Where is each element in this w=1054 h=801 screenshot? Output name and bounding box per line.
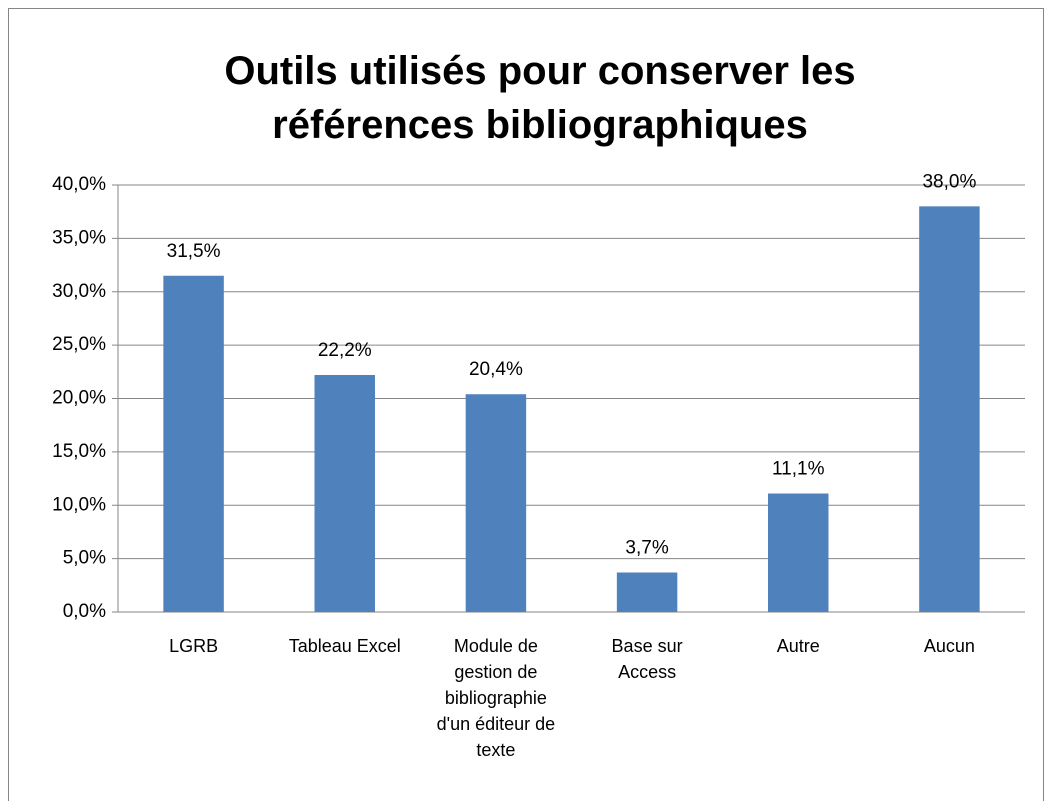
- bar: [465, 394, 527, 612]
- data-label: 22,2%: [318, 340, 372, 361]
- x-tick-label: LGRB: [169, 636, 219, 656]
- y-tick-label: 5,0%: [63, 548, 106, 569]
- data-label: 31,5%: [167, 241, 221, 262]
- y-tick-label: 0,0%: [63, 601, 106, 622]
- data-label: 20,4%: [469, 359, 523, 380]
- data-label: 11,1%: [772, 459, 825, 480]
- y-tick-label: 25,0%: [52, 334, 106, 355]
- x-tick-label: Aucun: [923, 636, 975, 656]
- y-tick-label: 35,0%: [52, 227, 106, 248]
- data-label: 38,0%: [922, 171, 976, 192]
- chart-frame: [8, 8, 1044, 801]
- bar: [919, 206, 980, 612]
- y-tick-label: 40,0%: [52, 174, 106, 195]
- bar: [616, 572, 678, 612]
- y-tick-label: 30,0%: [52, 281, 106, 302]
- bar: [314, 375, 375, 612]
- y-tick-label: 15,0%: [52, 441, 106, 462]
- chart-title: Outils utilisés pour conserver les référ…: [224, 49, 856, 147]
- x-tick-label: Base sur Access: [611, 636, 683, 682]
- y-tick-label: 10,0%: [52, 494, 106, 515]
- x-tick-label: Autre: [776, 636, 820, 656]
- x-tick-label: Tableau Excel: [288, 636, 401, 656]
- bar: [163, 275, 224, 612]
- y-tick-label: 20,0%: [52, 388, 106, 409]
- data-label: 3,7%: [625, 538, 668, 559]
- x-tick-label: Module de gestion de bibliographie d'un …: [436, 636, 556, 760]
- bar: [768, 493, 829, 612]
